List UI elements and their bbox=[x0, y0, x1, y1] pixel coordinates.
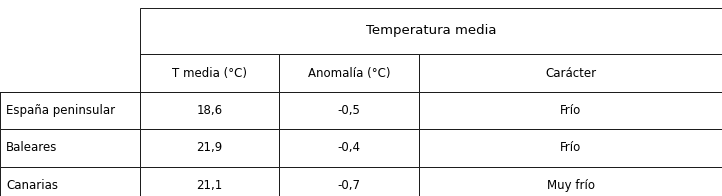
Bar bbox=[0, 8, 140, 54]
Text: España peninsular: España peninsular bbox=[6, 104, 115, 117]
Text: T media (°C): T media (°C) bbox=[172, 66, 247, 80]
Bar bbox=[140, 54, 279, 92]
Text: 21,9: 21,9 bbox=[196, 142, 222, 154]
Bar bbox=[0, 92, 140, 129]
Bar bbox=[279, 54, 419, 92]
Bar bbox=[0, 54, 140, 92]
Bar bbox=[419, 167, 722, 196]
Text: Carácter: Carácter bbox=[545, 66, 596, 80]
Bar bbox=[419, 54, 722, 92]
Bar bbox=[140, 167, 279, 196]
Text: Frío: Frío bbox=[560, 104, 581, 117]
Bar bbox=[140, 129, 279, 167]
Bar bbox=[279, 129, 419, 167]
Text: Frío: Frío bbox=[560, 142, 581, 154]
Text: -0,7: -0,7 bbox=[338, 179, 360, 192]
Text: Anomalía (°C): Anomalía (°C) bbox=[308, 66, 391, 80]
Bar bbox=[140, 8, 722, 54]
Bar bbox=[0, 167, 140, 196]
Text: Canarias: Canarias bbox=[6, 179, 58, 192]
Text: Muy frío: Muy frío bbox=[547, 179, 595, 192]
Bar bbox=[140, 92, 279, 129]
Bar bbox=[279, 167, 419, 196]
Bar bbox=[0, 129, 140, 167]
Text: 18,6: 18,6 bbox=[196, 104, 222, 117]
Bar bbox=[279, 92, 419, 129]
Text: -0,4: -0,4 bbox=[338, 142, 360, 154]
Text: 21,1: 21,1 bbox=[196, 179, 222, 192]
Bar bbox=[419, 129, 722, 167]
Text: -0,5: -0,5 bbox=[338, 104, 360, 117]
Text: Baleares: Baleares bbox=[6, 142, 57, 154]
Bar bbox=[419, 92, 722, 129]
Text: Temperatura media: Temperatura media bbox=[366, 24, 496, 37]
